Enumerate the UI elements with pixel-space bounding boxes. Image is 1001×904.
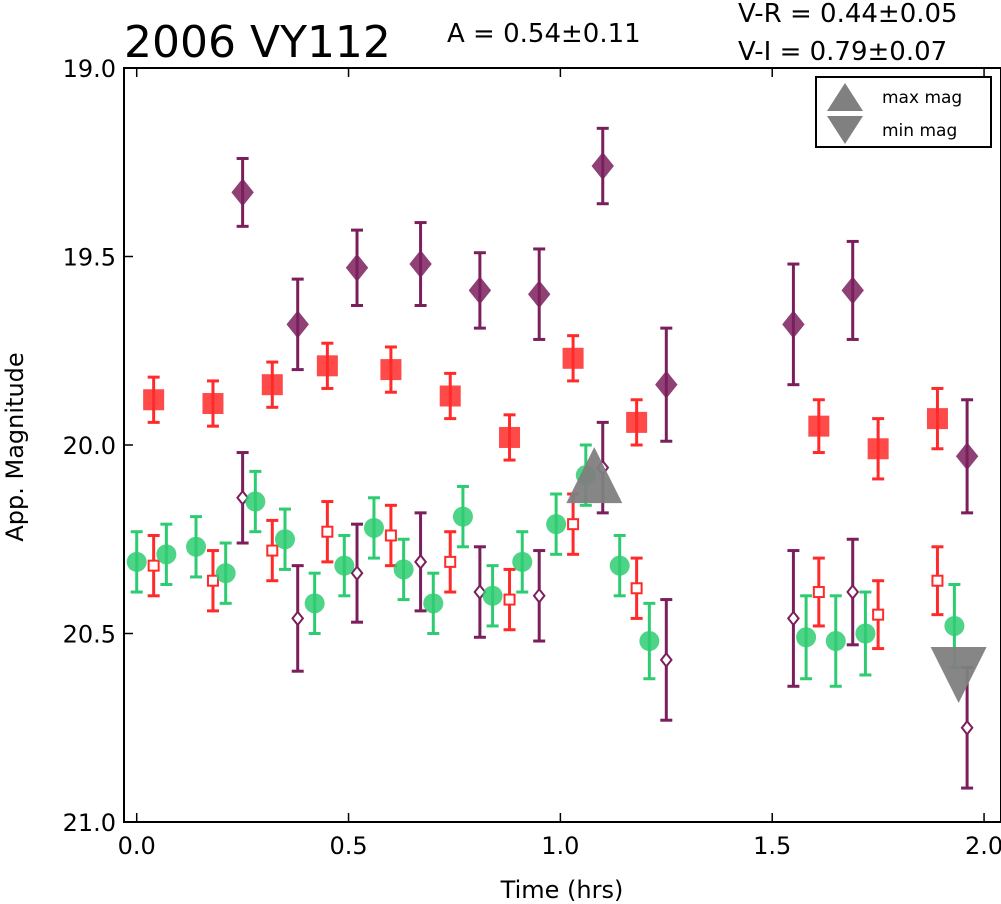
data-point [782,310,805,339]
data-point [452,506,473,527]
data-point [825,631,846,652]
data-point [444,555,457,568]
plot-area [126,126,987,790]
data-point [808,415,830,437]
legend-max-mag-label: max mag [882,88,962,108]
data-point [384,529,397,542]
y-tick-label: 21.0 [63,809,116,837]
data-point [468,276,492,305]
data-point [409,250,432,279]
data-point [841,276,864,305]
data-point [562,347,584,369]
data-point [126,551,147,572]
data-point [944,615,965,636]
data-point [609,555,630,576]
data-point [316,355,338,377]
data-point [274,529,295,550]
data-point [626,411,648,433]
min-mag-marker [930,646,987,703]
data-point [867,438,889,460]
x-tick-label: 0.5 [329,832,367,860]
data-point [659,651,673,668]
data-point [236,489,250,506]
data-point [156,544,177,565]
data-point [630,582,643,595]
series-open-square [147,492,944,651]
data-point [261,374,283,396]
data-point [350,565,364,582]
data-point [206,574,219,587]
axis-ticks: 0.0 0.5 1.0 1.5 2.0 19.0 19.5 20.0 20.5 21.0 [63,55,1001,860]
x-tick-label: 1.0 [541,832,579,860]
data-point [147,559,160,572]
x-tick-label: 1.5 [753,832,791,860]
series-filled-square [143,334,948,481]
data-point [855,623,876,644]
y-tick-label: 20.0 [63,432,116,460]
data-point [215,563,236,584]
data-point [786,610,800,627]
data-point [202,393,224,415]
data-point [393,559,414,580]
legend: max mag min mag [815,76,992,148]
data-point [186,536,207,557]
chart-title: 2006 VY112 [124,17,391,68]
data-point [286,310,309,339]
data-point [512,551,533,572]
x-tick-label: 2.0 [965,832,1001,860]
data-point [872,608,885,621]
data-point [473,583,487,601]
data-point [499,426,521,448]
y-tick-label: 20.5 [63,621,116,649]
data-point [482,585,503,606]
data-point [304,593,325,614]
data-point [143,389,165,411]
data-point [527,280,551,309]
data-point [321,525,334,538]
data-point [655,370,678,399]
data-point [812,586,825,599]
data-point [334,555,355,576]
data-point [439,385,461,407]
data-point [380,359,402,381]
data-point [245,491,266,512]
data-point [796,627,817,648]
data-point [266,544,279,557]
x-axis-label: Time (hrs) [500,876,624,904]
y-axis-label: App. Magnitude [1,352,29,541]
max-mag-marker [566,447,623,504]
data-point [345,253,369,282]
amplitude-annotation: A = 0.54±0.11 [447,19,641,49]
data-point [846,583,860,601]
y-tick-label: 19.5 [63,244,116,272]
x-tick-label: 0.0 [118,832,156,860]
legend-min-mag-label: min mag [882,121,957,141]
y-tick-label: 19.0 [63,55,116,83]
data-point [423,593,444,614]
data-point [639,631,660,652]
data-point [931,574,944,587]
data-point [955,442,979,471]
legend-max-mag-marker [827,83,863,111]
series-filled-diamond [231,126,979,515]
data-point [546,514,567,535]
data-point [926,408,948,430]
color-vr-annotation: V-R = 0.44±0.05 [738,0,958,29]
data-point [960,719,974,736]
data-point [503,593,516,606]
data-point [363,517,384,538]
legend-min-mag-marker [827,116,863,144]
data-point [231,178,254,207]
data-point [291,610,305,627]
series-circle [126,443,965,688]
color-vi-annotation: V-I = 0.79±0.07 [738,37,947,67]
data-point [567,518,580,531]
data-point [414,553,428,570]
data-point [591,152,614,181]
data-point [532,587,546,604]
